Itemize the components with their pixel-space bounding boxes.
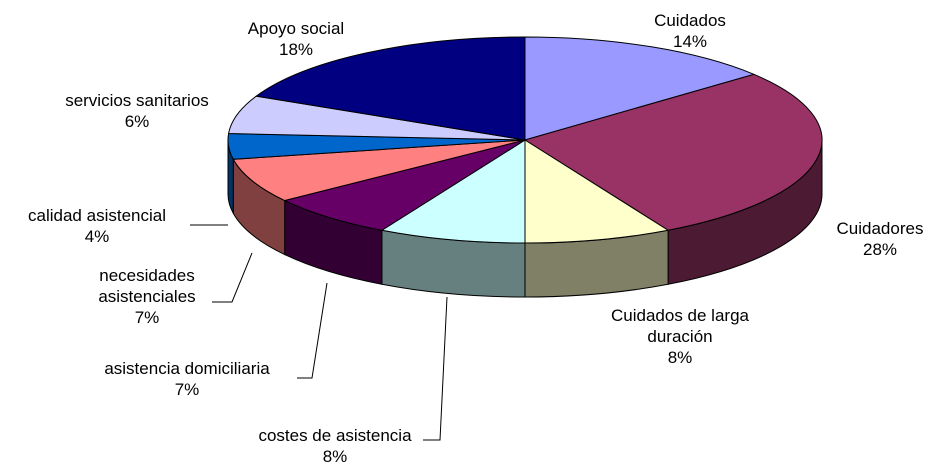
- slice: [380, 139, 526, 244]
- slice-label: Cuidados 14%: [630, 10, 750, 52]
- pie-tops: [227, 36, 823, 244]
- slice: [524, 139, 670, 244]
- value-label: 7%: [174, 380, 200, 399]
- slice-label: necesidades asistenciales 7%: [82, 265, 212, 328]
- value-label: 6%: [124, 112, 150, 131]
- slice: [283, 139, 526, 231]
- slice-label: servicios sanitarios 6%: [32, 90, 242, 132]
- slice: [232, 139, 526, 202]
- category-label: necesidades asistenciales: [98, 266, 196, 306]
- value-label: 7%: [134, 308, 160, 327]
- category-label: asistencia domiciliaria: [104, 359, 270, 378]
- value-label: 4%: [84, 227, 110, 246]
- slice-label: Cuidados de larga duración 8%: [585, 305, 775, 368]
- value-label: 28%: [862, 240, 898, 259]
- category-label: Cuidados: [654, 11, 726, 30]
- value-label: 14%: [672, 32, 708, 51]
- slice-label: Cuidadores 28%: [820, 218, 940, 260]
- slice: [524, 36, 756, 141]
- category-label: Apoyo social: [247, 19, 345, 38]
- leader-lines: [190, 224, 448, 441]
- value-label: 8%: [667, 348, 693, 367]
- leader-line: [297, 282, 328, 379]
- category-label: costes de asistencia: [258, 426, 412, 445]
- value-label: 18%: [278, 40, 314, 59]
- value-label: 8%: [322, 447, 348, 466]
- slice: [523, 73, 823, 231]
- category-label: Cuidados de larga duración: [611, 306, 749, 346]
- category-label: calidad asistencial: [28, 206, 166, 225]
- slice-label: asistencia domiciliaria 7%: [72, 358, 302, 400]
- leader-line: [212, 252, 253, 303]
- slice: [255, 36, 526, 141]
- slice-label: Apoyo social 18%: [226, 18, 366, 60]
- category-label: servicios sanitarios: [65, 91, 209, 110]
- category-label: Cuidadores: [836, 219, 924, 238]
- slice-label: costes de asistencia 8%: [225, 425, 445, 467]
- slice-label: calidad asistencial 4%: [0, 205, 197, 247]
- leader-line: [423, 296, 448, 441]
